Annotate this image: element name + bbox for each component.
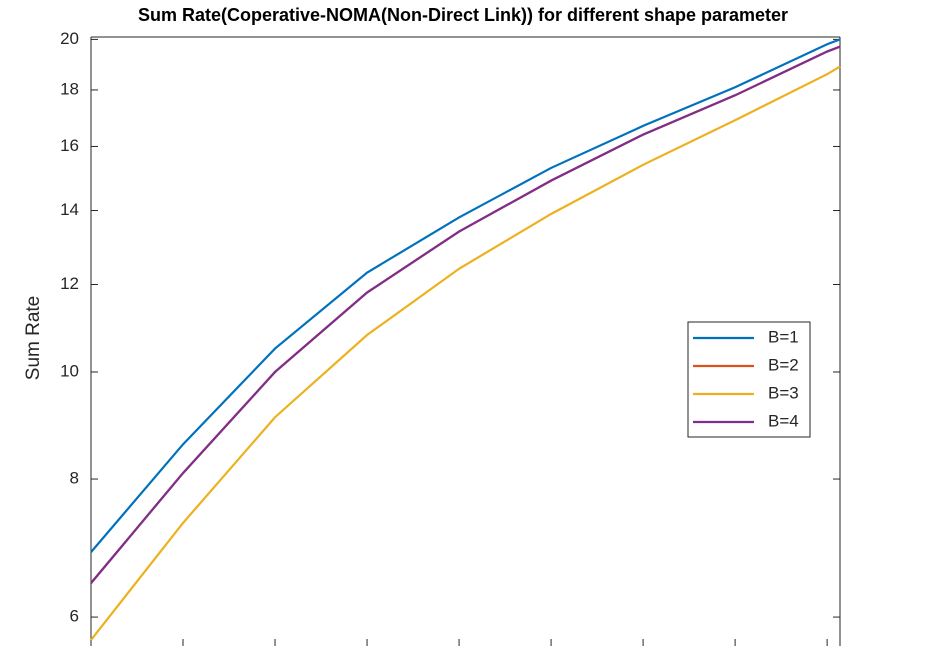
series-line — [90, 65, 841, 641]
y-tick-label: 20 — [60, 29, 79, 48]
y-tick-label: 10 — [60, 361, 79, 380]
y-tick-label: 6 — [70, 607, 79, 626]
legend-box — [687, 321, 811, 438]
legend-label: B=3 — [768, 383, 799, 402]
legend-label: B=2 — [768, 355, 799, 374]
chart-title: Sum Rate(Coperative-NOMA(Non-Direct Link… — [138, 5, 788, 25]
y-tick-label: 16 — [60, 136, 79, 155]
y-tick-label: 12 — [60, 274, 79, 293]
legend-label: B=4 — [768, 411, 799, 430]
series-line — [90, 45, 841, 584]
series-line — [90, 38, 841, 553]
y-tick-label: 18 — [60, 79, 79, 98]
y-axis-label: Sum Rate — [23, 296, 44, 380]
legend-label: B=1 — [768, 327, 799, 346]
y-tick-label: 14 — [60, 200, 79, 219]
y-tick-label: 8 — [70, 469, 79, 488]
